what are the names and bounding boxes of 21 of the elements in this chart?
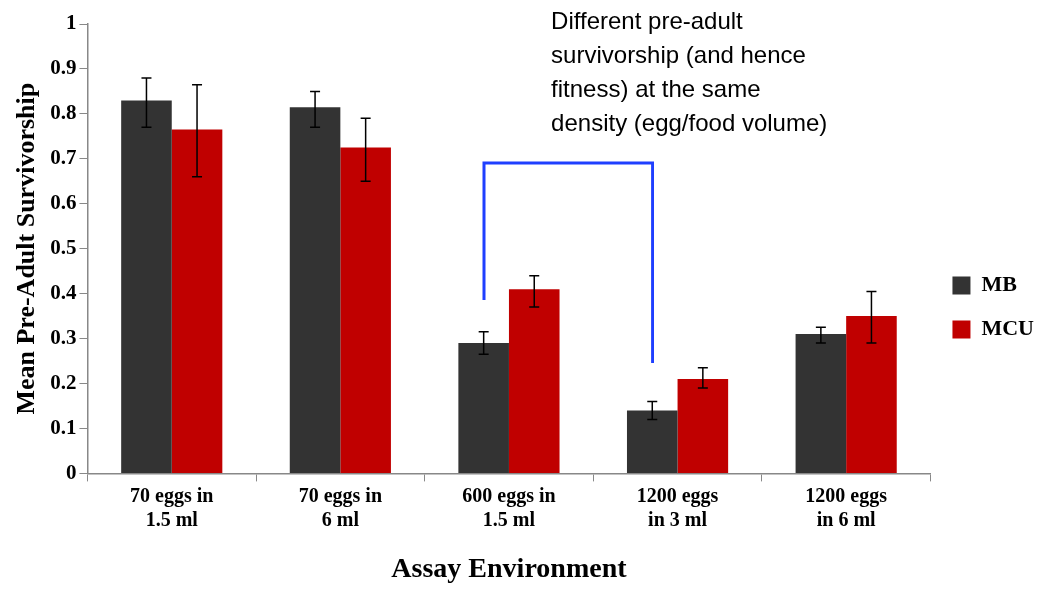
legend-label: MB bbox=[981, 271, 1018, 297]
x-tick-label: 70 eggs in 6 ml bbox=[298, 483, 383, 530]
y-tick-label: 0.5 bbox=[50, 235, 77, 260]
annotation: Different pre-adult survivorship (and hence fitness) at the same density (egg/food volume) bbox=[551, 6, 828, 136]
y-tick-label: 0.3 bbox=[50, 325, 77, 349]
y-tick-label: 0.8 bbox=[50, 100, 77, 125]
y-tick-label: 0.2 bbox=[50, 369, 77, 394]
y-tick-label: 0.9 bbox=[50, 55, 77, 80]
x-tick-label: 70 eggs in 1.5 ml bbox=[130, 483, 214, 530]
x-axis-title: Assay Environment bbox=[391, 552, 628, 584]
y-tick-label: 0.4 bbox=[50, 280, 77, 305]
y-tick-label: 1 bbox=[65, 10, 77, 35]
y-tick-label: 0.6 bbox=[50, 190, 77, 215]
y-tick-label: 0 bbox=[65, 459, 77, 484]
y-tick-label: 0.1 bbox=[50, 414, 77, 439]
x-tick-label: 600 eggs in 1.5 ml bbox=[462, 483, 556, 530]
x-tick-label: 1200 eggs in 6 ml bbox=[805, 483, 888, 530]
y-axis-title: Mean Pre-Adult Survivorship bbox=[11, 82, 41, 415]
y-tick-label: 0.7 bbox=[50, 145, 77, 170]
legend-label: MCU bbox=[981, 315, 1035, 341]
x-tick-label: 1200 eggs in 3 ml bbox=[636, 483, 719, 530]
